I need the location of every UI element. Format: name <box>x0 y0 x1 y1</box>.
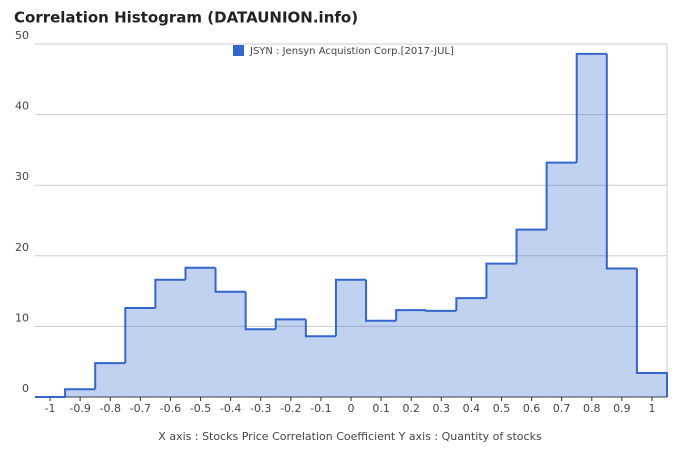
y-tick-label: 30 <box>15 170 29 183</box>
bar-outline <box>485 262 517 299</box>
x-tick-label: 0.4 <box>463 402 481 415</box>
x-tick-label: 1 <box>648 402 655 415</box>
bar-outline <box>605 53 637 270</box>
bar <box>366 320 397 397</box>
x-tick-label: -0.2 <box>280 402 301 415</box>
y-tick-label: 50 <box>15 29 29 42</box>
bar <box>185 267 216 397</box>
bar <box>65 389 96 397</box>
x-tick-label: 0.7 <box>553 402 571 415</box>
x-tick-label: 0.9 <box>613 402 631 415</box>
bar-outline <box>395 309 427 321</box>
bar-outline <box>635 268 668 397</box>
bar-outline <box>94 362 126 390</box>
bar-outline <box>124 307 156 364</box>
x-tick-label: 0.5 <box>493 402 511 415</box>
legend-label: JSYN : Jensyn Acquistion Corp.[2017-JUL] <box>249 46 454 57</box>
bar <box>305 336 336 397</box>
bar <box>396 310 427 397</box>
x-tick-label: -0.5 <box>190 402 211 415</box>
bar <box>275 319 306 397</box>
bar <box>516 229 547 397</box>
bar <box>155 279 186 397</box>
x-tick-label: 0.6 <box>523 402 541 415</box>
x-tick-label: -0.3 <box>250 402 271 415</box>
chart-title: Correlation Histogram (DATAUNION.info) <box>14 9 358 27</box>
x-tick-label: -0.1 <box>310 402 331 415</box>
bar <box>576 53 607 397</box>
x-tick-label: -0.9 <box>69 402 90 415</box>
bar-outline <box>214 267 246 293</box>
bar-outline <box>184 266 216 280</box>
bar <box>486 263 517 397</box>
bar-outline <box>365 279 397 322</box>
bar <box>456 298 487 397</box>
bar-outline <box>515 228 547 264</box>
bar <box>546 162 577 397</box>
x-tick-label: 0.2 <box>402 402 420 415</box>
x-tick-label: -0.6 <box>160 402 181 415</box>
bar-outline <box>154 278 186 309</box>
bar-outline <box>244 291 276 331</box>
x-tick-label: 0.8 <box>583 402 601 415</box>
x-tick-label: -0.7 <box>130 402 151 415</box>
bar-outline <box>64 388 96 397</box>
bar <box>95 363 126 397</box>
x-tick-label: -0.4 <box>220 402 241 415</box>
bar <box>426 310 457 397</box>
y-tick-label: 40 <box>15 100 29 113</box>
x-tick-label: -1 <box>45 402 56 415</box>
bar-outline <box>304 319 336 338</box>
x-tick-label: 0 <box>348 402 355 415</box>
bar-outline <box>455 297 487 311</box>
x-tick-label: -0.8 <box>100 402 121 415</box>
x-tick-label: 0.1 <box>372 402 390 415</box>
bar-outline <box>334 278 367 337</box>
bar <box>215 291 246 397</box>
x-axis-label: X axis : Stocks Price Correlation Coeffi… <box>158 430 542 443</box>
bar <box>335 279 367 397</box>
bar-outline <box>274 318 306 330</box>
bar <box>245 329 276 397</box>
y-tick-label: 10 <box>15 311 29 324</box>
bar-outline <box>545 161 577 230</box>
bar-outline <box>575 52 607 163</box>
bar <box>606 268 637 397</box>
x-tick-label: 0.3 <box>433 402 451 415</box>
y-tick-label: 20 <box>15 241 29 254</box>
bar <box>125 308 156 397</box>
y-tick-label: 0 <box>22 382 29 395</box>
bar <box>636 372 667 397</box>
legend-swatch <box>233 45 244 56</box>
bar-outline <box>425 309 457 312</box>
